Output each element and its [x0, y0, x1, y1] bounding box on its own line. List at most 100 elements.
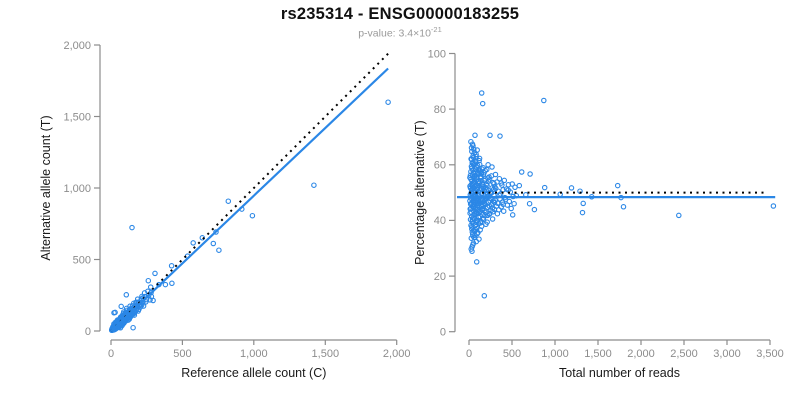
data-point: [480, 185, 487, 192]
data-point: [468, 176, 474, 182]
data-point: [145, 277, 152, 284]
data-point: [485, 162, 491, 168]
data-point: [130, 324, 136, 331]
data-point: [118, 303, 124, 310]
x-tick-label: 1,000: [541, 348, 569, 360]
data-point: [468, 138, 474, 145]
data-point: [580, 200, 586, 207]
data-point: [492, 171, 499, 178]
data-point: [481, 170, 487, 176]
data-point: [127, 303, 133, 309]
data-point: [225, 198, 232, 204]
data-point: [111, 321, 117, 327]
data-point: [476, 155, 483, 162]
data-point: [472, 132, 478, 139]
data-point: [190, 240, 196, 246]
data-point: [470, 143, 476, 149]
data-point: [500, 208, 507, 214]
y-tick-label: 500: [73, 254, 91, 266]
data-point: [472, 228, 478, 234]
x-axis-title: Reference allele count (C): [181, 366, 326, 380]
data-point: [477, 227, 483, 233]
data-point: [541, 184, 548, 191]
x-axis-title: Total number of reads: [559, 366, 680, 380]
data-point: [199, 235, 206, 241]
data-point: [579, 209, 586, 216]
y-tick-label: 0: [85, 326, 91, 338]
data-point: [494, 200, 501, 206]
data-point: [487, 132, 493, 139]
y-tick-label: 80: [434, 104, 446, 116]
data-point: [484, 219, 490, 225]
data-point: [497, 133, 503, 139]
data-point: [516, 182, 523, 189]
data-point: [476, 161, 483, 168]
allele-counts-points: [108, 99, 391, 334]
data-point: [531, 206, 538, 213]
pvalue-exponent: -21: [430, 25, 442, 34]
data-point: [147, 284, 154, 290]
data-point: [213, 229, 219, 235]
data-point: [489, 164, 495, 170]
data-point: [487, 210, 493, 217]
expected-ratio-line: [110, 51, 391, 332]
x-tick-label: 2,000: [383, 348, 411, 360]
data-point: [133, 299, 139, 306]
data-point: [129, 224, 135, 231]
data-point: [150, 297, 156, 304]
y-axis-title: Alternative allele count (T): [39, 115, 53, 260]
data-point: [139, 293, 145, 300]
x-tick-label: 1,500: [312, 348, 340, 360]
plot-allele-counts: 0 500 1,000 1,500 2,000 0 500 1,000 1,500 2,000 Al…: [39, 40, 410, 380]
data-point: [210, 240, 217, 247]
data-point: [526, 200, 533, 207]
y-tick-label: 40: [434, 215, 446, 227]
data-point: [481, 293, 488, 299]
figure-subtitle: p-value: 3.4×10-21: [0, 25, 800, 40]
data-point: [541, 97, 547, 104]
data-point: [385, 99, 391, 105]
x-tick-label: 3,000: [713, 348, 741, 360]
x-tick-label: 2,000: [627, 348, 655, 360]
data-point: [468, 209, 475, 215]
y-tick-label: 1,500: [63, 111, 91, 123]
data-point: [476, 236, 482, 242]
data-point: [494, 210, 501, 217]
data-point: [518, 169, 525, 175]
data-point: [527, 171, 533, 177]
percentage-by-coverage-points: [467, 90, 777, 299]
data-point: [484, 166, 490, 173]
data-point: [249, 212, 256, 219]
data-point: [489, 216, 496, 222]
y-tick-label: 1,000: [63, 183, 91, 195]
x-tick-label: 1,500: [584, 348, 612, 360]
figure-title: rs235314 - ENSG00000183255: [280, 5, 520, 23]
data-point: [473, 259, 480, 265]
data-point: [614, 182, 621, 189]
data-point: [509, 212, 516, 218]
data-point: [506, 198, 513, 205]
x-tick-label: 500: [173, 348, 191, 360]
data-point: [511, 200, 517, 207]
data-point: [470, 242, 476, 248]
x-tick-label: 3,500: [756, 348, 784, 360]
data-point: [216, 247, 222, 253]
data-point: [479, 100, 486, 107]
fitted-ratio-line: [110, 67, 389, 332]
data-point: [169, 280, 175, 287]
pvalue-mantissa: 3.4×10: [398, 27, 431, 40]
data-point: [469, 248, 475, 255]
x-tick-label: 0: [108, 348, 114, 360]
data-point: [512, 184, 518, 191]
data-point: [311, 182, 317, 188]
x-tick-label: 1,000: [240, 348, 268, 360]
y-tick-label: 60: [434, 160, 446, 172]
data-point: [117, 325, 124, 331]
data-point: [568, 185, 575, 191]
pvalue-label: p-value:: [358, 27, 399, 40]
data-point: [123, 292, 130, 298]
data-point: [478, 202, 484, 209]
data-point: [135, 308, 141, 314]
